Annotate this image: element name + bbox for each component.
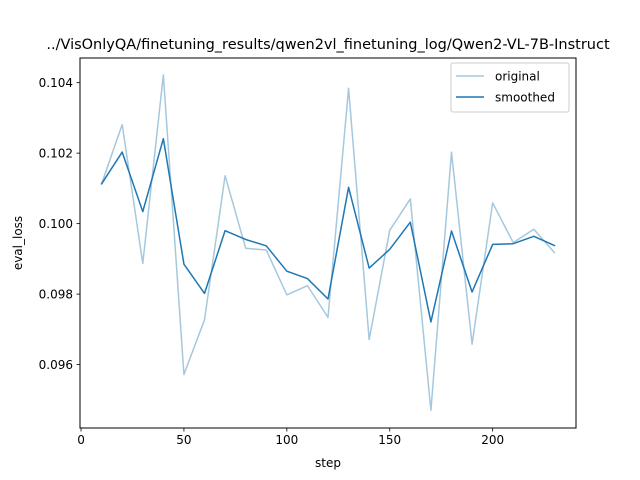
plot-lines [100, 74, 556, 412]
x-tick-label: 50 [176, 433, 191, 447]
x-axis: 0 50 100 150 200 [77, 428, 504, 447]
x-tick-label: 0 [77, 433, 85, 447]
legend-label-original: original [495, 70, 540, 84]
x-tick-label: 150 [378, 433, 401, 447]
legend: original smoothed [450, 62, 570, 113]
y-tick-label: 0.102 [39, 146, 73, 160]
chart-title: ../VisOnlyQA/finetuning_results/qwen2vl_… [46, 37, 610, 53]
y-tick-label: 0.100 [39, 217, 73, 231]
series-line-original [100, 74, 556, 412]
y-axis: 0.096 0.098 0.100 0.102 0.104 [39, 76, 80, 372]
y-tick-label: 0.104 [39, 76, 73, 90]
x-tick-label: 200 [481, 433, 504, 447]
legend-label-smoothed: smoothed [495, 91, 555, 105]
series-line-smoothed [100, 137, 556, 323]
plot-frame [79, 57, 577, 429]
y-tick-label: 0.098 [39, 287, 73, 301]
x-axis-label: step [315, 456, 341, 470]
x-tick-label: 100 [275, 433, 298, 447]
y-tick-label: 0.096 [39, 358, 73, 372]
y-axis-label: eval_loss [11, 216, 25, 270]
